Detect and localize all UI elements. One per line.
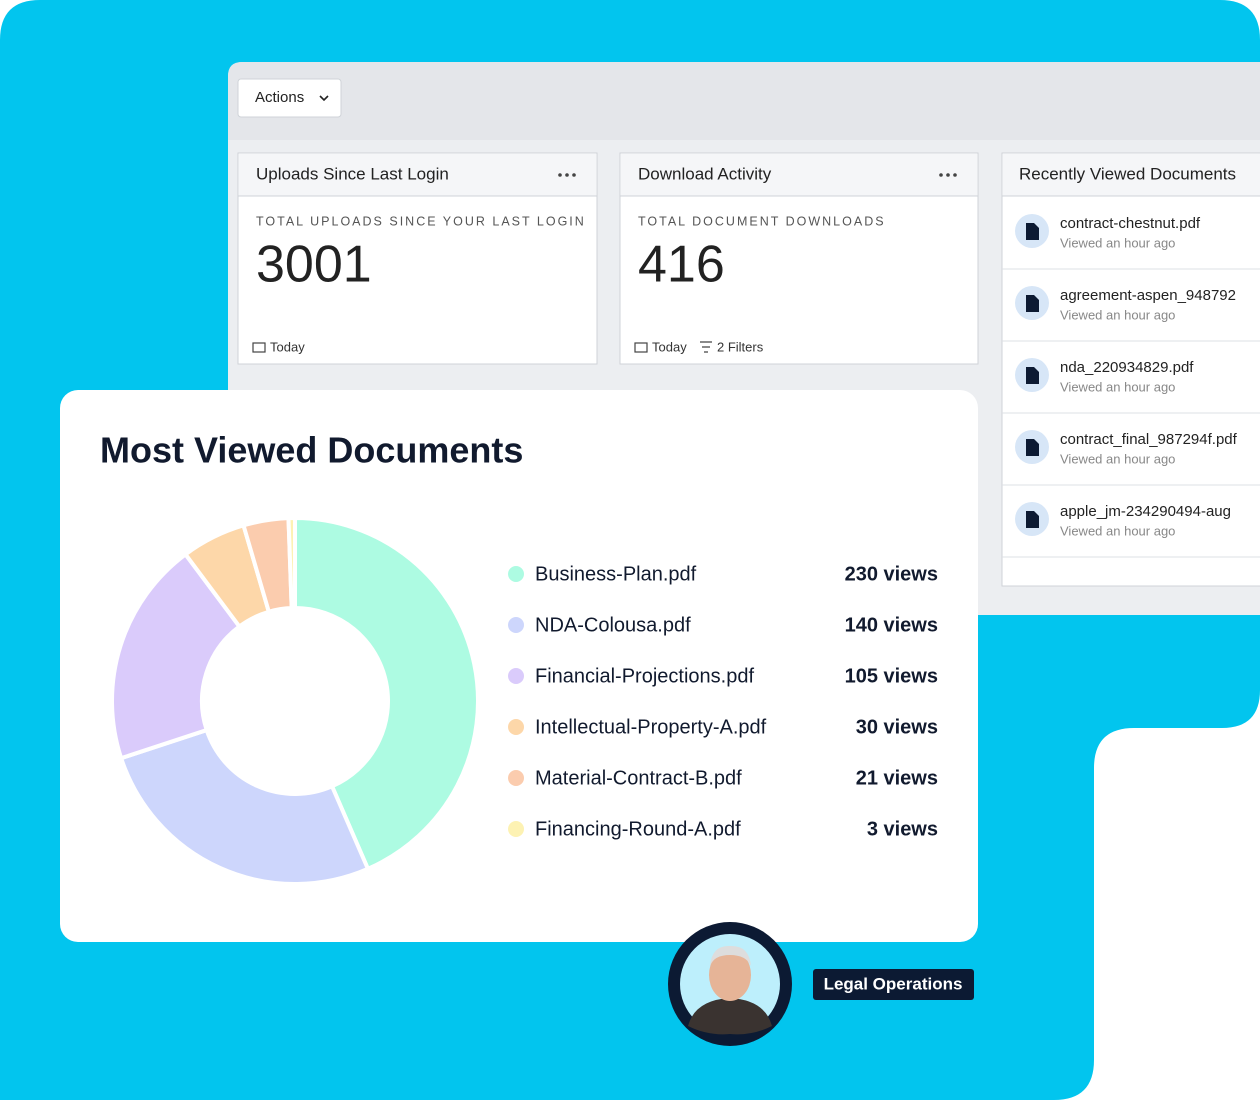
legend-label: Intellectual-Property-A.pdf	[535, 716, 767, 738]
actions-label: Actions	[255, 89, 304, 106]
filters[interactable]: 2 Filters	[717, 339, 764, 354]
doc-time: Viewed an hour ago	[1060, 235, 1175, 250]
legend-marker	[508, 821, 524, 837]
card-footer: Today	[270, 339, 305, 354]
card-title: Recently Viewed Documents	[1019, 164, 1236, 183]
card-footer: Today	[652, 339, 687, 354]
value-label: 230 views	[845, 563, 938, 585]
value-label: 21 views	[856, 767, 938, 789]
card-value: 416	[638, 236, 725, 294]
value-label: 140 views	[845, 614, 938, 636]
doc-time: Viewed an hour ago	[1060, 307, 1175, 322]
donut-segment	[118, 727, 371, 886]
doc-icon	[1026, 295, 1039, 312]
menu-icon[interactable]	[558, 173, 576, 177]
legend-label: Business-Plan.pdf	[535, 563, 697, 585]
doc-name: contract-chestnut.pdf	[1060, 215, 1201, 232]
doc-time: Viewed an hour ago	[1060, 523, 1175, 538]
doc-icon	[1026, 439, 1039, 456]
doc-icon	[1026, 511, 1039, 528]
legend-marker	[508, 770, 524, 786]
doc-name: agreement-aspen_948792	[1060, 287, 1236, 304]
card-label: TOTAL DOCUMENT DOWNLOADS	[638, 214, 886, 228]
legend-label: Financing-Round-A.pdf	[535, 818, 741, 840]
card-title: Download Activity	[638, 164, 772, 183]
legend-marker	[508, 668, 524, 684]
actions-button[interactable]	[237, 78, 342, 118]
legend-marker	[508, 566, 524, 582]
doc-name: contract_final_987294f.pdf	[1060, 431, 1238, 448]
avatar	[668, 922, 792, 1046]
legend-label: Financial-Projections.pdf	[535, 665, 754, 687]
card-label: TOTAL UPLOADS SINCE YOUR LAST LOGIN	[256, 214, 586, 228]
doc-name: nda_220934829.pdf	[1060, 359, 1194, 376]
value-label: 3 views	[867, 818, 938, 840]
card-title: Uploads Since Last Login	[256, 164, 449, 183]
legend-marker	[508, 617, 524, 633]
donut-segment	[286, 515, 297, 611]
card-value: 3001	[256, 236, 372, 294]
dashboard: Actions Uploads Since Last Login TOTAL U…	[228, 62, 1260, 615]
doc-icon	[1026, 223, 1039, 240]
legend-label: NDA-Colousa.pdf	[535, 614, 691, 636]
doc-time: Viewed an hour ago	[1060, 379, 1175, 394]
value-label: 30 views	[856, 716, 938, 738]
donut-segment	[110, 551, 243, 761]
doc-icon	[1026, 367, 1039, 384]
legend-marker	[508, 719, 524, 735]
doc-time: Viewed an hour ago	[1060, 451, 1175, 466]
badge-label: Legal Operations	[824, 974, 963, 993]
doc-name: apple_jm-234290494-aug	[1060, 503, 1231, 520]
chart-title: Most Viewed Documents	[100, 430, 523, 471]
value-label: 105 views	[845, 665, 938, 687]
legend-label: Material-Contract-B.pdf	[535, 767, 742, 789]
badge	[813, 969, 974, 1000]
donut-segment	[293, 515, 480, 872]
menu-icon[interactable]	[939, 173, 957, 177]
